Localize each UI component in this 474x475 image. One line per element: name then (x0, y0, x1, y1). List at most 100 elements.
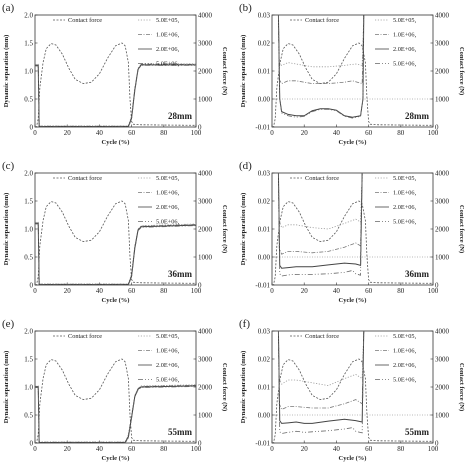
x-tick-label: 20 (64, 445, 72, 453)
y-tick-label: 0.02 (258, 39, 271, 47)
y2-tick-label: 1000 (198, 411, 213, 419)
size-annotation: 36mm (405, 269, 429, 279)
series-line-2 (277, 331, 365, 424)
series-line-3 (35, 65, 196, 127)
x-tick-label: 0 (270, 445, 274, 453)
y-tick-label: 0.01 (258, 225, 271, 233)
legend-label: Contact force (68, 175, 102, 182)
series-line-2 (277, 173, 363, 269)
legend-label: 1.0E+06, (156, 348, 180, 355)
y-axis-label: Dynamic separation (mm) (3, 193, 10, 266)
legend-label: 5.0E+06, (393, 61, 417, 68)
size-annotation: 28mm (405, 111, 429, 121)
panel-label: (e) (2, 318, 15, 330)
y-tick-label: 0 (30, 123, 34, 131)
y-tick-label: 2.0 (24, 169, 33, 177)
legend: Contact force 5.0E+05, 1.0E+06, 2.0E+06, 5.0… (53, 17, 180, 68)
legend-label: 2.0E+06, (393, 204, 417, 211)
y-tick-label: 0.00 (258, 411, 271, 419)
x-tick-label: 20 (301, 445, 309, 453)
y2-axis-label: Contact force (N) (221, 47, 228, 95)
legend: Contact force 5.0E+05, 1.0E+06, 2.0E+06, 5.0… (290, 17, 417, 68)
x-tick-label: 40 (96, 287, 104, 295)
x-axis-label: Cycle (%) (102, 139, 130, 146)
y2-tick-label: 3000 (435, 39, 450, 47)
plot-area (35, 42, 196, 127)
x-tick-label: 20 (64, 287, 72, 295)
x-tick-label: 60 (128, 129, 136, 137)
x-tick-label: 100 (191, 445, 202, 453)
legend-label: 5.0E+06, (393, 377, 417, 384)
legend-label: 2.0E+06, (156, 46, 180, 53)
x-tick-label: 100 (191, 129, 202, 137)
contact-force-line (35, 200, 196, 285)
series-line-1 (278, 15, 365, 85)
size-annotation: 28mm (168, 111, 192, 121)
x-tick-label: 0 (33, 287, 37, 295)
y2-tick-label: 2000 (435, 383, 450, 391)
legend-label: 5.0E+05, (156, 17, 180, 24)
y2-tick-label: 2000 (435, 225, 450, 233)
series-line-1 (278, 331, 365, 410)
y2-axis-label: Contact force (N) (221, 205, 228, 253)
y2-tick-label: 0 (435, 439, 439, 447)
x-tick-label: 100 (428, 445, 439, 453)
y-tick-label: 2.0 (24, 327, 33, 335)
legend-label: Contact force (305, 175, 339, 182)
x-tick-label: 20 (301, 129, 309, 137)
y2-tick-label: 2000 (435, 67, 450, 75)
contact-force-line (35, 358, 196, 443)
legend-label: 2.0E+06, (156, 362, 180, 369)
y2-tick-label: 2000 (198, 67, 213, 75)
y2-tick-label: 4000 (198, 169, 213, 177)
x-tick-label: 0 (33, 445, 37, 453)
plot-area (272, 173, 433, 285)
x-tick-label: 60 (365, 287, 373, 295)
x-tick-label: 80 (397, 287, 405, 295)
x-tick-label: 40 (96, 129, 104, 137)
panel-label: (b) (239, 2, 252, 14)
y2-tick-label: 3000 (435, 197, 450, 205)
y-tick-label: 1.0 (24, 225, 33, 233)
legend-label: 1.0E+06, (156, 32, 180, 39)
legend-label: Contact force (68, 333, 102, 340)
panel-label: (c) (2, 160, 15, 172)
legend-label: 2.0E+06, (393, 362, 417, 369)
legend-label: Contact force (305, 17, 339, 24)
x-tick-label: 0 (270, 129, 274, 137)
y-tick-label: 0 (30, 439, 34, 447)
y2-tick-label: 1000 (198, 253, 213, 261)
y-tick-label: 1.5 (24, 39, 33, 47)
x-tick-label: 40 (96, 445, 104, 453)
y2-tick-label: 3000 (435, 355, 450, 363)
y2-tick-label: 2000 (198, 383, 213, 391)
y2-axis-label: Contact force (N) (458, 363, 465, 411)
x-tick-label: 40 (333, 445, 341, 453)
y-tick-label: 0.03 (258, 327, 271, 335)
y2-tick-label: 4000 (435, 169, 450, 177)
x-tick-label: 100 (428, 287, 439, 295)
y-tick-label: -0.01 (255, 123, 270, 131)
panel-5: (f) 0 20 40 60 80 100 -0.01 0.00 0.01 0.02 0.03 0 100… (239, 318, 465, 462)
series-line-0 (35, 221, 196, 285)
x-tick-label: 80 (397, 445, 405, 453)
y2-tick-label: 0 (435, 123, 439, 131)
legend-label: 5.0E+05, (156, 175, 180, 182)
y-tick-label: 1.0 (24, 67, 33, 75)
x-tick-label: 80 (160, 287, 168, 295)
panel-label: (f) (239, 318, 250, 330)
x-tick-label: 40 (333, 129, 341, 137)
y2-tick-label: 3000 (198, 355, 213, 363)
y-tick-label: -0.01 (255, 439, 270, 447)
y-axis-label: Dynamic separation (mm) (240, 35, 247, 108)
legend-label: 5.0E+05, (393, 333, 417, 340)
contact-force-line (272, 200, 433, 285)
y-tick-label: 0.02 (258, 197, 271, 205)
panel-2: (c)0 20 40 60 80 10000.51.01.52.0010002000300… (2, 160, 228, 304)
y2-tick-label: 0 (198, 439, 202, 447)
legend-label: 5.0E+06, (393, 219, 417, 226)
y2-axis-label: Contact force (N) (221, 363, 228, 411)
size-annotation: 55mm (168, 427, 192, 437)
y2-tick-label: 1000 (435, 95, 450, 103)
